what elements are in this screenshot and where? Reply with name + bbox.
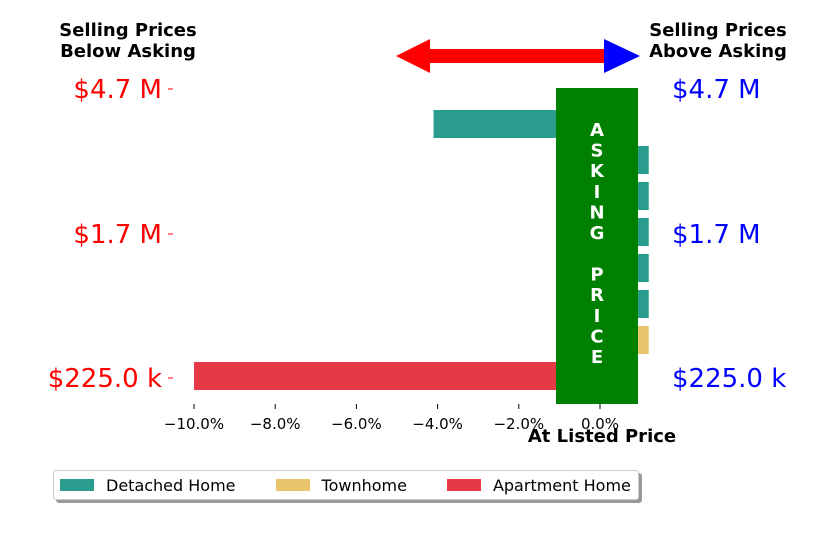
x-tick-label: 0.0% — [581, 415, 619, 433]
y-tick-label-left: $4.7 M — [73, 75, 162, 105]
legend: Detached Home Townhome Apartment Home — [53, 470, 639, 500]
y-tick-label-left: $225.0 k — [48, 364, 162, 394]
asking-price-block — [556, 88, 638, 404]
asking-price-letter: C — [590, 326, 603, 347]
arrow-left-head — [396, 39, 430, 73]
asking-price-letter: K — [590, 161, 605, 182]
legend-item-apartment: Apartment Home — [441, 476, 631, 495]
x-tick-label: −6.0% — [331, 415, 382, 433]
y-tick-label-right: $1.7 M — [672, 220, 761, 250]
asking-price-letter: A — [590, 120, 604, 141]
asking-price-letter: P — [590, 265, 603, 286]
legend-item-townhome: Townhome — [270, 476, 441, 495]
bar-apartment-home-7 — [194, 362, 600, 390]
asking-price-letter: I — [594, 306, 601, 327]
y-tick-label-left: $1.7 M — [73, 220, 162, 250]
legend-swatch-apartment — [446, 479, 481, 491]
asking-price-letter: G — [590, 223, 605, 244]
below-asking-header: Selling Prices Below Asking — [59, 20, 197, 62]
legend-swatch-townhome — [275, 479, 310, 491]
arrow-right-head — [604, 39, 640, 73]
legend-item-detached: Detached Home — [54, 476, 270, 495]
x-tick-label: −8.0% — [250, 415, 301, 433]
y-tick-label-right: $225.0 k — [672, 364, 786, 394]
asking-price-letter: S — [591, 141, 604, 162]
legend-swatch-detached — [60, 479, 94, 491]
legend-label-apartment: Apartment Home — [492, 475, 631, 495]
asking-price-letter: I — [594, 182, 601, 203]
arrow-shaft — [428, 49, 608, 63]
asking-price-letter: N — [589, 202, 604, 223]
x-tick-label: −2.0% — [493, 415, 544, 433]
above-asking-header: Selling Prices Above Asking — [649, 20, 787, 62]
legend-label-detached: Detached Home — [106, 475, 236, 495]
legend-label-townhome: Townhome — [321, 475, 407, 495]
x-tick-label: −4.0% — [412, 415, 463, 433]
at-listed-price-label: At Listed Price — [527, 426, 677, 447]
asking-price-letter: R — [590, 285, 604, 306]
asking-price-letter: E — [591, 347, 603, 368]
x-tick-label: −10.0% — [164, 415, 224, 433]
y-tick-label-right: $4.7 M — [672, 75, 761, 105]
